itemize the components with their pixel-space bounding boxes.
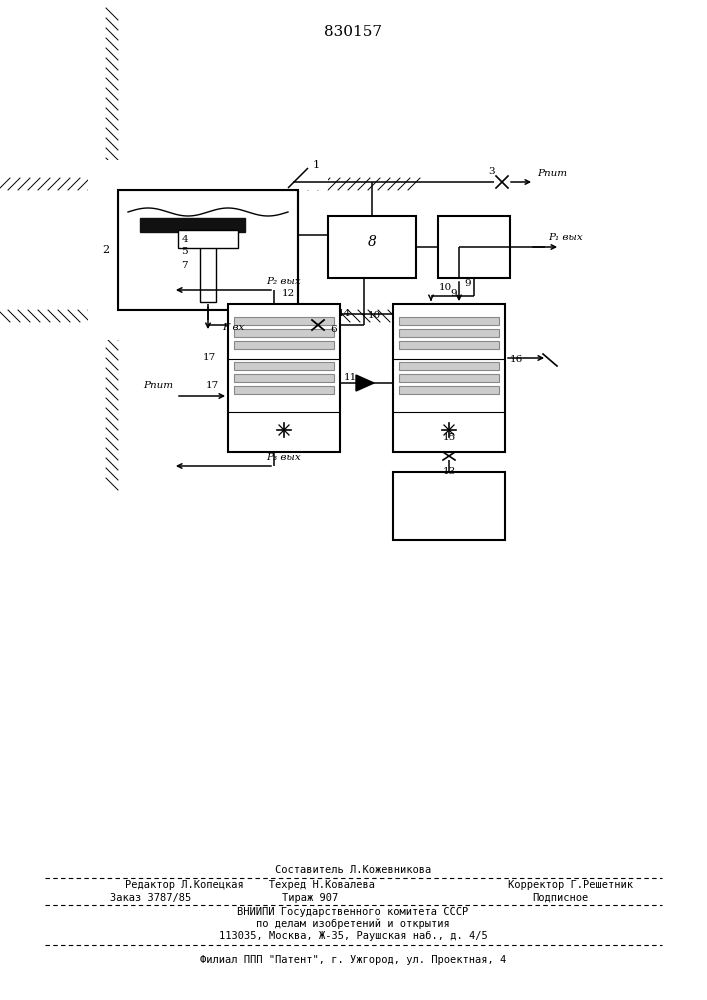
Bar xyxy=(234,362,334,370)
Text: 3: 3 xyxy=(489,167,496,176)
Bar xyxy=(88,160,328,190)
Text: 9: 9 xyxy=(450,290,457,298)
Text: Рпит: Рпит xyxy=(537,169,567,178)
Text: 12: 12 xyxy=(281,290,295,298)
Bar xyxy=(399,317,499,325)
Text: 17: 17 xyxy=(203,354,216,362)
Text: Тираж 907: Тираж 907 xyxy=(282,893,338,903)
Bar xyxy=(234,374,334,382)
Text: 10: 10 xyxy=(439,284,452,292)
Text: 7: 7 xyxy=(182,261,188,270)
Bar xyxy=(118,190,298,310)
Bar xyxy=(88,160,118,340)
Bar xyxy=(438,216,510,278)
Text: ВНИИПИ Государственного комитета СССР: ВНИИПИ Государственного комитета СССР xyxy=(238,907,469,917)
Text: F вх: F вх xyxy=(222,324,245,332)
Text: 8: 8 xyxy=(368,235,376,249)
Bar xyxy=(178,230,238,248)
Text: 113035, Москва, Ж-35, Раушская наб., д. 4/5: 113035, Москва, Ж-35, Раушская наб., д. … xyxy=(218,931,487,941)
Bar xyxy=(399,341,499,349)
Bar xyxy=(399,362,499,370)
Text: 5: 5 xyxy=(182,247,188,256)
Text: Р₁ вых: Р₁ вых xyxy=(548,233,583,242)
Text: 4: 4 xyxy=(182,235,188,244)
Text: по делам изобретений и открытия: по делам изобретений и открытия xyxy=(256,919,450,929)
Bar xyxy=(393,472,505,540)
Text: 9: 9 xyxy=(464,279,471,288)
Bar xyxy=(328,216,416,278)
Text: 13: 13 xyxy=(443,468,455,477)
Bar xyxy=(88,310,328,340)
Bar xyxy=(399,329,499,337)
Bar xyxy=(399,374,499,382)
Text: Рпит: Рпит xyxy=(143,381,173,390)
Bar xyxy=(234,386,334,394)
Text: Р₃ вых: Р₃ вых xyxy=(267,452,301,462)
Bar xyxy=(228,304,340,452)
Text: 1: 1 xyxy=(312,160,320,170)
Bar xyxy=(393,304,505,452)
Text: Р₂ вых: Р₂ вых xyxy=(267,276,301,286)
Bar xyxy=(200,234,216,302)
Bar xyxy=(399,386,499,394)
Text: 17: 17 xyxy=(206,381,219,390)
Bar xyxy=(118,190,298,310)
Polygon shape xyxy=(356,375,374,391)
Text: 10: 10 xyxy=(368,312,381,320)
Text: Филиал ППП "Патент", г. Ужгород, ул. Проектная, 4: Филиал ППП "Патент", г. Ужгород, ул. Про… xyxy=(200,955,506,965)
Bar xyxy=(234,317,334,325)
Bar xyxy=(234,341,334,349)
Text: Корректор Г.Решетник: Корректор Г.Решетник xyxy=(508,880,633,890)
Text: 6: 6 xyxy=(330,326,337,334)
Text: Редактор Л.Копецкая    Техред Н.Ковалева: Редактор Л.Копецкая Техред Н.Ковалева xyxy=(125,880,375,890)
Bar xyxy=(234,329,334,337)
Text: Подписное: Подписное xyxy=(532,893,588,903)
Bar xyxy=(140,218,245,232)
Text: Составитель Л.Кожевникова: Составитель Л.Кожевникова xyxy=(275,865,431,875)
Text: 830157: 830157 xyxy=(324,25,382,39)
Text: 16: 16 xyxy=(510,356,523,364)
Text: 2: 2 xyxy=(103,245,110,255)
Text: Заказ 3787/85: Заказ 3787/85 xyxy=(110,893,192,903)
Text: 14: 14 xyxy=(338,310,351,318)
Text: 11: 11 xyxy=(344,373,357,382)
Text: 15: 15 xyxy=(443,432,455,442)
